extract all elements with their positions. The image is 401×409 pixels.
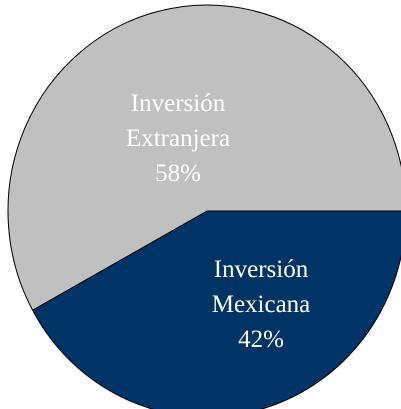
slice-name-label-1-0: Inversión <box>131 90 226 117</box>
slice-name-label-1-1: Extranjera <box>126 125 230 152</box>
pie-slice-0 <box>31 210 401 409</box>
slice-name-label-0-0: Inversión <box>214 256 309 283</box>
slices-group <box>7 4 401 409</box>
pie-slice-1 <box>7 4 401 311</box>
labels-group: Inversión Mexicana 42% Inversión Extranjera 5… <box>126 90 310 353</box>
slice-name-label-0-1: Mexicana <box>212 291 311 318</box>
slice-value-label-0: 42% <box>238 326 284 353</box>
slice-value-label-1: 58% <box>155 160 201 187</box>
